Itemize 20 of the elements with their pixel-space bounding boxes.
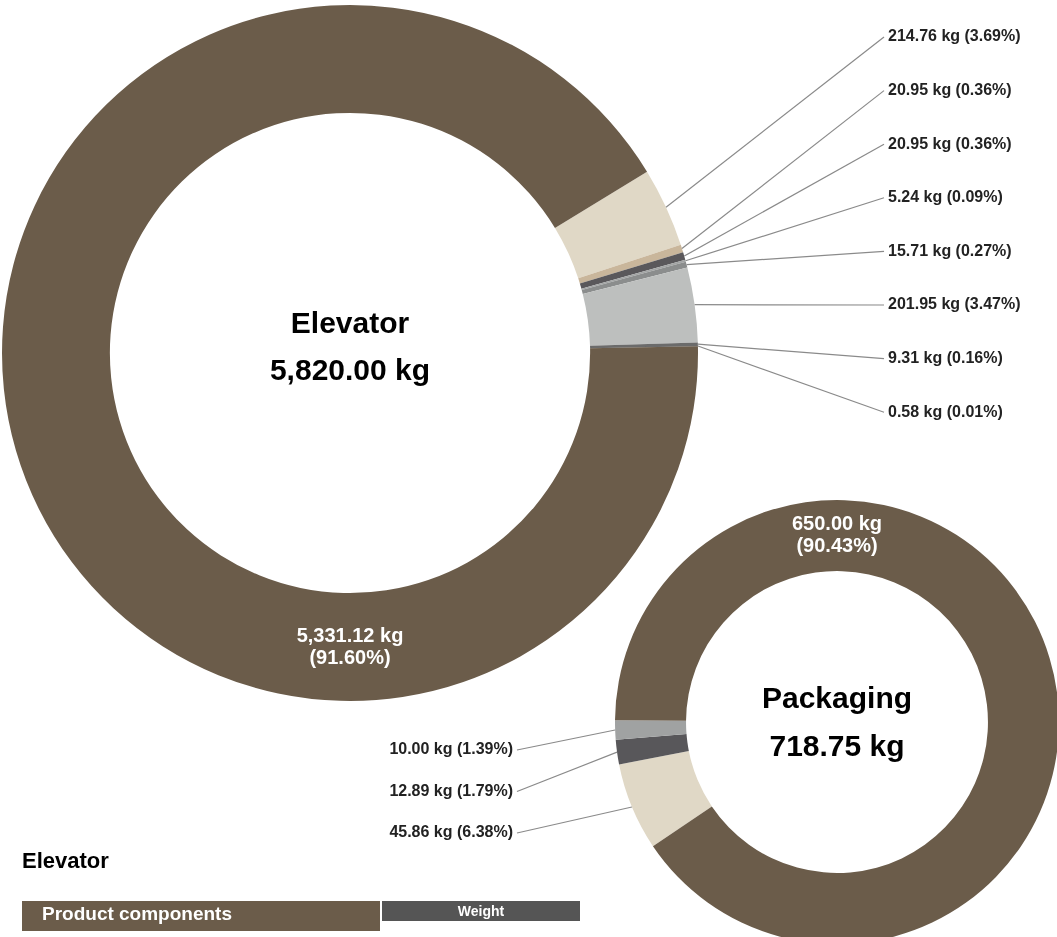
data-label: 201.95 kg (3.47%) (888, 295, 1021, 313)
data-label: 5.24 kg (0.09%) (888, 188, 1003, 206)
data-label: 15.71 kg (0.27%) (888, 241, 1012, 259)
text: Packaging (761, 681, 913, 715)
data-label: 45.86 kg (6.38%) (389, 823, 513, 841)
text: Elevator (290, 306, 410, 340)
data-label: 214.76 kg (3.69%) (888, 27, 1021, 45)
data-label: 10.00 kg (1.39%) (389, 740, 513, 758)
text: Weight (382, 901, 580, 921)
data-label: 0.58 kg (0.01%) (888, 402, 1003, 420)
data-label: 12.89 kg (1.79%) (389, 781, 513, 799)
data-label: 20.95 kg (0.36%) (888, 134, 1012, 152)
text: Product components (22, 901, 380, 931)
data-label: 9.31 kg (0.16%) (888, 349, 1003, 367)
data-label: 5,331.12 kg (91.60%) (296, 623, 404, 668)
text: 718.75 kg (769, 729, 905, 763)
text: 5,820.00 kg (269, 353, 431, 387)
data-label: 650.00 kg (90.43%) (791, 512, 883, 557)
text: Elevator (22, 848, 110, 874)
data-label: 20.95 kg (0.36%) (888, 81, 1012, 99)
